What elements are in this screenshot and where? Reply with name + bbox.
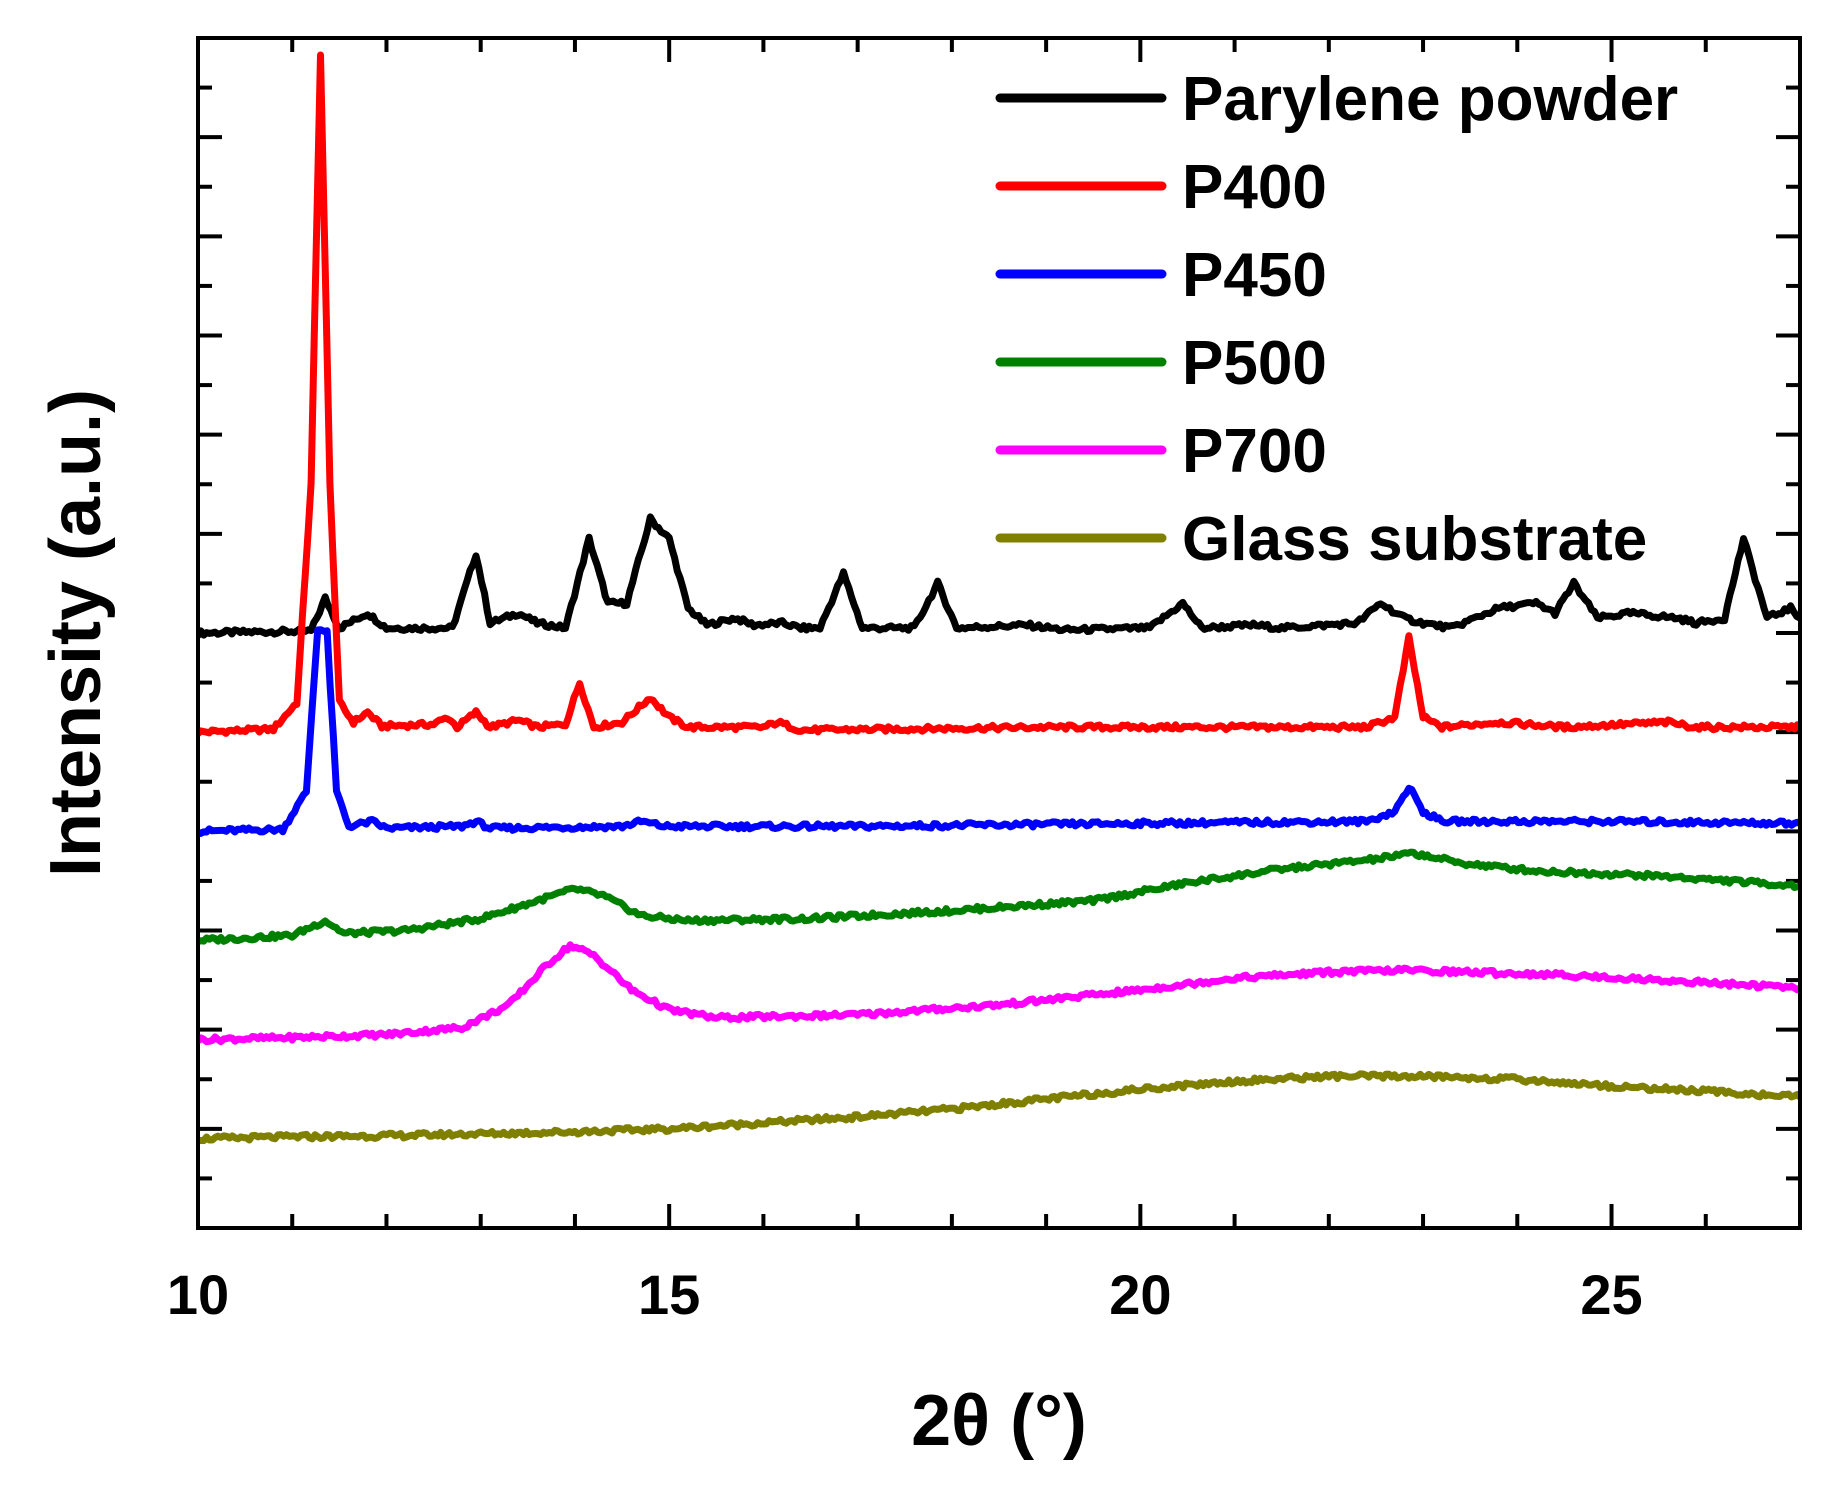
x-axis-title: 2θ (°) <box>911 1381 1087 1461</box>
series-group <box>198 51 1800 1145</box>
plot-area <box>198 51 1800 1145</box>
legend: Parylene powder P400 P450 P500 P700 Glass sub… <box>995 65 1678 574</box>
x-tick-label: 25 <box>1580 1263 1642 1326</box>
x-tick-label: 15 <box>638 1263 700 1326</box>
legend-p700-label: P700 <box>1182 417 1327 486</box>
series-parylene-powder-line <box>198 513 1800 639</box>
plot-frame <box>196 36 1802 1230</box>
legend-p450-label: P450 <box>1182 241 1327 310</box>
series-glass-substrate-line <box>198 1070 1800 1145</box>
x-tick-label: 20 <box>1109 1263 1171 1326</box>
legend-p400-label: P400 <box>1182 153 1327 222</box>
series-p450-line <box>198 626 1800 838</box>
x-tick-label: 10 <box>167 1263 229 1326</box>
series-p400-line <box>198 51 1800 738</box>
y-axis-title: Intensity (a.u.) <box>36 389 116 877</box>
legend-glass-substrate-label: Glass substrate <box>1182 505 1647 574</box>
legend-p500-label: P500 <box>1182 329 1327 398</box>
series-p700-line <box>198 941 1800 1046</box>
legend-parylene-powder-label: Parylene powder <box>1182 65 1678 134</box>
x-tick-labels: 10 15 20 25 <box>167 1263 1643 1326</box>
series-p500-line <box>198 848 1800 946</box>
